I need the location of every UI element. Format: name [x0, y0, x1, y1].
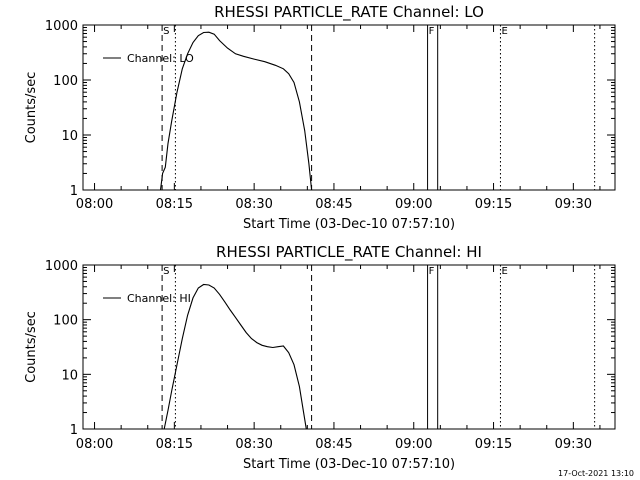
event-label: S: [163, 26, 169, 37]
event-label: E: [501, 26, 507, 37]
x-tick-label: 09:15: [475, 437, 512, 452]
y-tick-label: 1: [70, 423, 78, 438]
event-label: S: [163, 266, 169, 277]
series-line: [163, 283, 307, 430]
chart-title: RHESSI PARTICLE_RATE Channel: LO: [214, 3, 484, 22]
x-tick-label: 08:00: [76, 437, 113, 452]
y-tick-label: 1000: [45, 19, 78, 34]
legend-label: Channel: LO: [127, 52, 194, 65]
series-line: [159, 31, 313, 191]
y-tick-label: 1000: [45, 259, 78, 274]
chart-title: RHESSI PARTICLE_RATE Channel: HI: [216, 243, 482, 262]
x-tick-label: 09:30: [555, 197, 592, 212]
chart-panel-2: RHESSI PARTICLE_RATE Channel: HI S F E 08:00…: [24, 243, 616, 472]
plot-frame: [82, 264, 616, 430]
footer-timestamp: 17-Oct-2021 13:10: [558, 469, 634, 478]
y-tick-label: 1: [70, 184, 78, 199]
event-label: F: [429, 26, 435, 37]
y-tick-label: 10: [61, 129, 78, 144]
y-tick-label: 100: [53, 74, 78, 89]
x-tick-label: 08:00: [76, 197, 113, 212]
x-tick-label: 08:15: [156, 197, 193, 212]
x-tick-label: 08:30: [235, 437, 272, 452]
x-tick-label: 08:45: [315, 197, 352, 212]
x-axis-label: Start Time (03-Dec-10 07:57:10): [243, 217, 455, 232]
x-tick-label: 08:45: [315, 437, 352, 452]
y-axis-label: Counts/sec: [24, 72, 39, 144]
y-tick-label: 100: [53, 314, 78, 329]
event-label: E: [501, 266, 507, 277]
y-tick-label: 10: [61, 368, 78, 383]
y-axis-label: Counts/sec: [24, 311, 39, 383]
x-tick-label: 08:30: [235, 197, 272, 212]
event-label: F: [429, 266, 435, 277]
plot-frame: [82, 24, 616, 191]
x-axis-label: Start Time (03-Dec-10 07:57:10): [243, 457, 455, 472]
x-tick-label: 09:00: [395, 197, 432, 212]
x-tick-label: 09:30: [555, 437, 592, 452]
x-tick-label: 08:15: [156, 437, 193, 452]
x-tick-label: 09:15: [475, 197, 512, 212]
chart-panel-1: RHESSI PARTICLE_RATE Channel: LO S F E 08:00…: [24, 3, 616, 232]
x-tick-label: 09:00: [395, 437, 432, 452]
legend-label: Channel: HI: [127, 292, 191, 305]
